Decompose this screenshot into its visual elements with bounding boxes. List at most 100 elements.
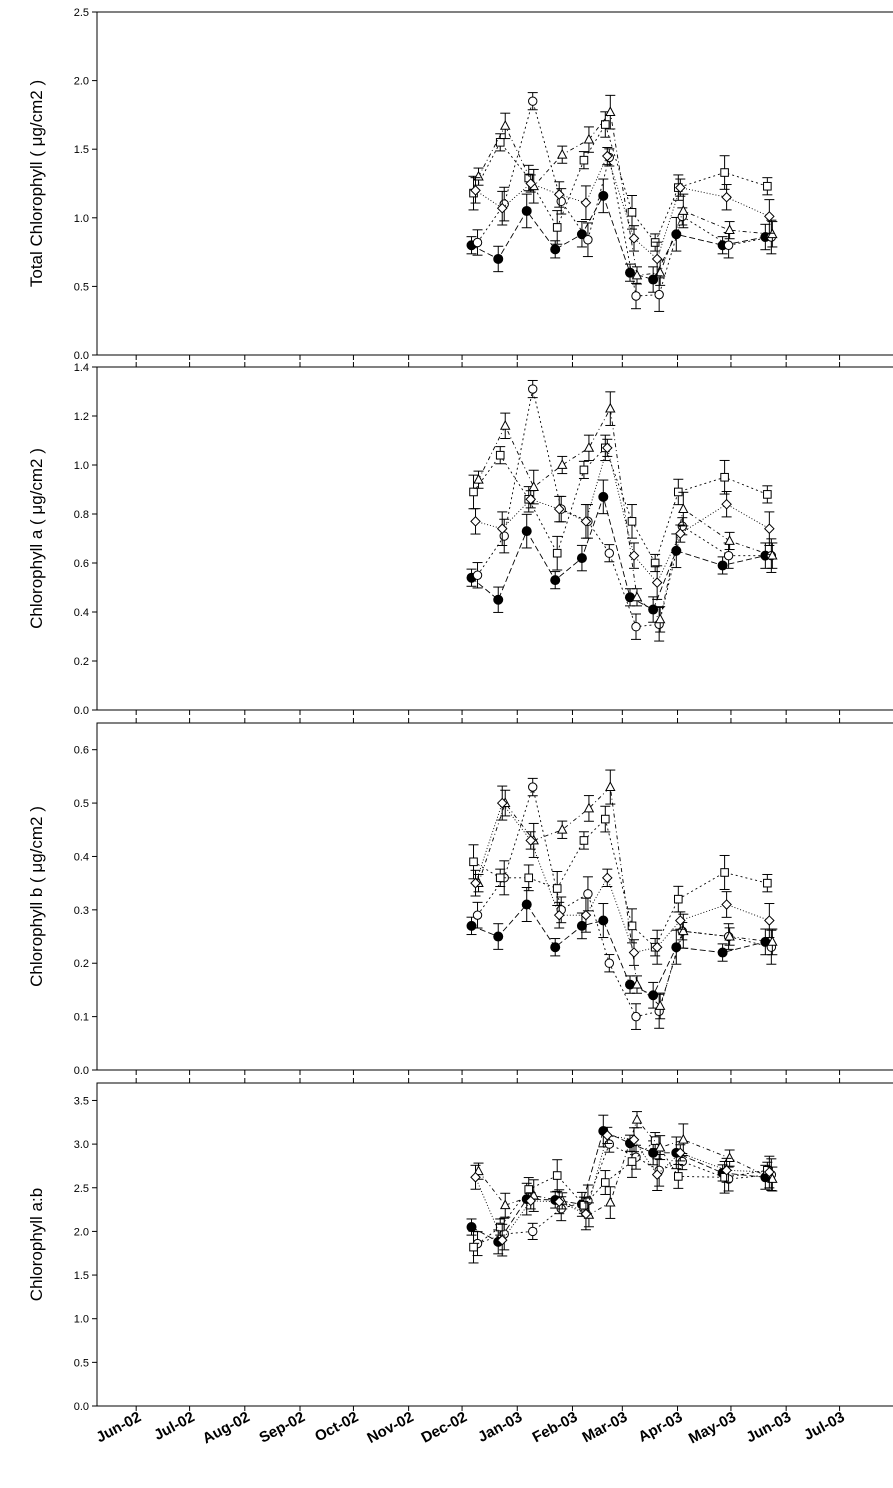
- open-square-marker: [579, 836, 589, 845]
- series-line: [473, 818, 768, 948]
- open-circle-marker: [528, 1226, 538, 1237]
- series-line: [475, 802, 770, 954]
- filled-circle-marker: [648, 990, 659, 1001]
- x-tick-label: Apr-03: [635, 1409, 685, 1446]
- open-triangle-marker: [631, 978, 643, 989]
- series-filled-circle: [466, 178, 771, 293]
- x-tick-label: Jan-03: [475, 1409, 525, 1446]
- filled-circle-marker: [521, 205, 532, 216]
- open-square-marker: [720, 868, 729, 877]
- open-triangle-marker: [654, 613, 666, 624]
- y-tick-label: 1.0: [74, 1314, 89, 1326]
- open-diamond-marker: [553, 503, 565, 515]
- series-open-triangle: [473, 94, 778, 286]
- filled-circle-marker: [576, 920, 587, 931]
- open-square-marker: [720, 168, 729, 177]
- open-square-marker: [600, 120, 610, 129]
- open-diamond-marker: [601, 442, 613, 454]
- open-diamond-marker: [470, 516, 481, 527]
- open-diamond-marker: [580, 1208, 592, 1220]
- open-square-marker: [552, 548, 562, 558]
- open-square-marker: [524, 1185, 534, 1194]
- open-circle-marker: [631, 291, 641, 301]
- filled-circle-marker: [598, 491, 609, 502]
- open-triangle-marker: [654, 1000, 666, 1010]
- open-square-marker: [627, 517, 637, 526]
- plot-frame: [96, 1082, 893, 1407]
- series-open-diamond: [470, 1126, 775, 1257]
- open-triangle-marker: [678, 205, 689, 215]
- open-diamond-marker: [675, 1147, 686, 1159]
- open-circle-marker: [723, 550, 734, 561]
- open-triangle-marker: [605, 781, 616, 791]
- open-diamond-marker: [580, 516, 592, 527]
- open-square-marker: [627, 208, 637, 217]
- y-axis-title: Chlorophyll b ( μg/cm2 ): [27, 806, 46, 987]
- series-line: [475, 1134, 770, 1242]
- x-tick-label: May-03: [686, 1409, 739, 1448]
- x-tick-label: Feb-03: [530, 1409, 581, 1447]
- open-triangle-marker: [767, 1173, 778, 1183]
- y-axis-title: Chlorophyll a:b: [27, 1188, 46, 1301]
- open-diamond-marker: [580, 197, 592, 209]
- open-triangle-marker: [556, 148, 568, 159]
- open-diamond-marker: [601, 1130, 613, 1141]
- open-diamond-marker: [721, 191, 732, 203]
- open-diamond-marker: [764, 1166, 775, 1178]
- open-triangle-marker: [631, 1113, 643, 1124]
- open-diamond-marker: [553, 1196, 565, 1208]
- open-diamond-marker: [628, 550, 640, 561]
- open-diamond-marker: [675, 182, 686, 193]
- open-diamond-marker: [628, 1134, 640, 1146]
- open-square-marker: [650, 1136, 660, 1145]
- filled-circle-marker: [598, 190, 609, 201]
- open-square-marker: [720, 472, 729, 482]
- open-square-marker: [552, 884, 562, 893]
- open-circle-marker: [472, 237, 483, 248]
- open-square-marker: [495, 138, 505, 147]
- y-tick-label: 0.1: [74, 1012, 89, 1024]
- open-square-marker: [627, 1157, 637, 1166]
- y-tick-label: 0.0: [74, 1065, 89, 1077]
- series-open-circle: [472, 92, 777, 312]
- open-square-marker: [495, 873, 505, 883]
- y-axis-title: Total Chlorophyll ( μg/cm2 ): [27, 80, 46, 287]
- x-tick-label: Jun-02: [93, 1409, 144, 1447]
- open-diamond-marker: [470, 1171, 481, 1183]
- open-triangle-marker: [724, 1152, 735, 1162]
- open-square-marker: [579, 155, 589, 165]
- open-circle-marker: [528, 384, 538, 394]
- y-tick-label: 0.2: [74, 958, 89, 970]
- filled-circle-marker: [648, 274, 659, 285]
- open-circle-marker: [604, 1139, 614, 1149]
- open-circle-marker: [528, 782, 538, 792]
- open-triangle-marker: [654, 1141, 666, 1152]
- y-tick-label: 0.6: [74, 745, 89, 757]
- y-tick-label: 0.5: [74, 281, 89, 293]
- panel-chlorophyll-ab-ratio: Chlorophyll a:b 0.0 0.5 1.0 1.5 2.0 2.5 3.0 3.5: [27, 1078, 893, 1413]
- open-triangle-marker: [499, 1199, 511, 1210]
- y-tick-label: 1.0: [74, 213, 89, 225]
- series-open-triangle: [473, 769, 778, 1020]
- open-triangle-marker: [767, 549, 778, 560]
- open-diamond-marker: [601, 150, 613, 162]
- open-square-marker: [579, 465, 589, 475]
- open-diamond-marker: [764, 915, 775, 926]
- open-diamond-marker: [525, 835, 537, 846]
- open-diamond-marker: [675, 528, 686, 539]
- open-square-marker: [524, 873, 534, 883]
- open-triangle-marker: [605, 402, 616, 413]
- open-triangle-marker: [678, 925, 689, 936]
- open-diamond-marker: [601, 872, 613, 884]
- open-circle-marker: [583, 889, 593, 899]
- series-line: [471, 1130, 766, 1243]
- open-square-marker: [600, 1178, 610, 1187]
- plot-frame: [96, 366, 893, 711]
- filled-circle-marker: [576, 229, 587, 240]
- open-diamond-marker: [721, 498, 732, 510]
- x-tick-label: Jun-03: [743, 1409, 794, 1447]
- open-triangle-marker: [767, 936, 778, 946]
- filled-circle-marker: [493, 253, 504, 264]
- open-square-marker: [650, 558, 660, 568]
